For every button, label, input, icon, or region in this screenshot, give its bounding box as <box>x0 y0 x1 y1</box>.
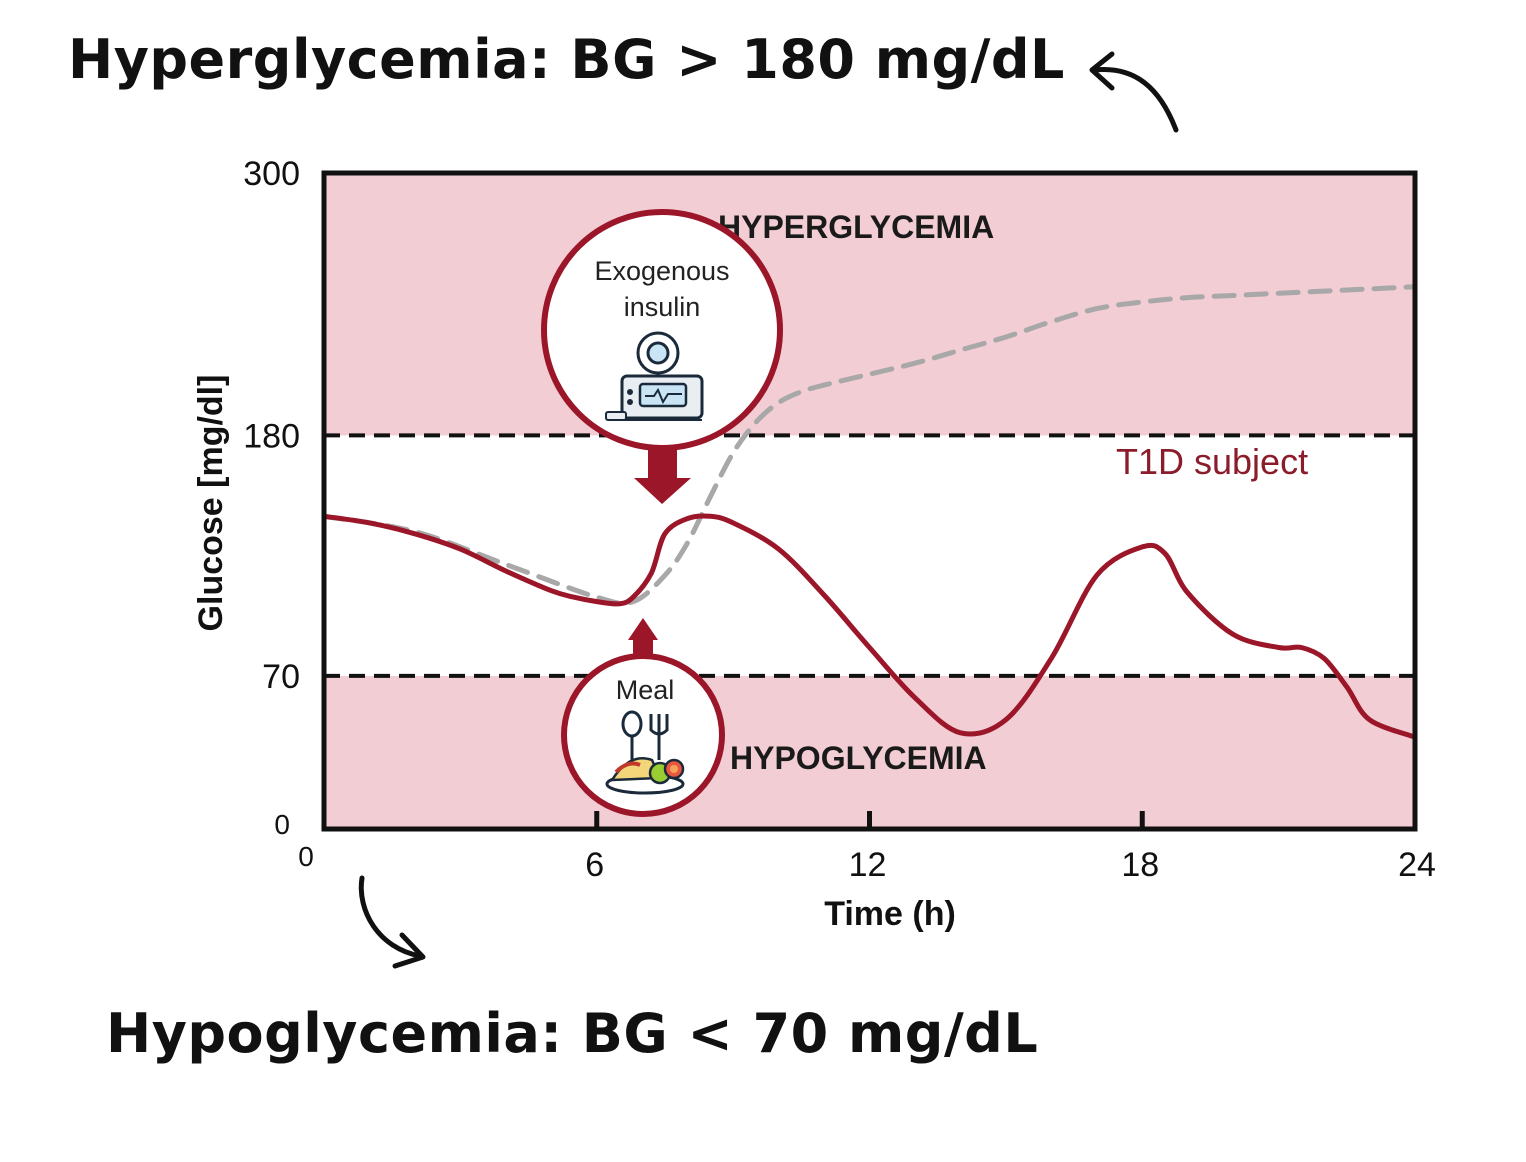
meal-bubble: Meal <box>561 653 725 817</box>
insulin-bubble-line1: Exogenous <box>594 256 729 286</box>
x-tick-label: 6 <box>585 846 604 884</box>
bottom-caption-arrowhead <box>392 932 426 969</box>
y-tick-label: 0 <box>274 809 290 840</box>
insulin-bubble-line2: insulin <box>624 292 701 322</box>
hyperglycemia-zone <box>324 173 1415 436</box>
y-tick-label: 300 <box>243 155 300 193</box>
t1d-subject-series <box>324 513 1415 740</box>
y-tick-label: 70 <box>262 658 300 696</box>
meal-bubble-label: Meal <box>616 675 675 705</box>
insulin-bubble: Exogenous insulin <box>541 209 783 451</box>
hypoglycemia-caption: Hypoglycemia: BG < 70 mg/dL <box>106 1002 1039 1065</box>
top-caption-arrow <box>1092 67 1179 133</box>
y-tick-label: 180 <box>243 417 300 455</box>
x-tick-label: 18 <box>1121 846 1159 884</box>
hyperglycemia-region-label: HYPERGLYCEMIA <box>718 209 994 245</box>
y-axis-title: Glucose [mg/dl] <box>192 375 230 632</box>
meal-plate-icon <box>605 710 685 795</box>
x-axis-title: Time (h) <box>824 895 956 933</box>
bottom-caption-arrow <box>358 875 423 959</box>
top-caption-arrowhead <box>1089 51 1115 91</box>
insulin-arrow <box>634 442 691 504</box>
insulin-pump-icon <box>605 331 704 421</box>
hypoglycemia-zone <box>324 675 1415 829</box>
x-tick-label: 24 <box>1398 846 1436 884</box>
hyperglycemia-caption: Hyperglycemia: BG > 180 mg/dL <box>68 28 1065 91</box>
hypoglycemia-region-label: HYPOGLYCEMIA <box>730 740 987 776</box>
t1d-subject-label: T1D subject <box>1116 441 1308 482</box>
x-tick-label: 12 <box>849 846 887 884</box>
untreated-glucose-series <box>324 284 1415 606</box>
x-tick-label: 0 <box>298 841 314 872</box>
